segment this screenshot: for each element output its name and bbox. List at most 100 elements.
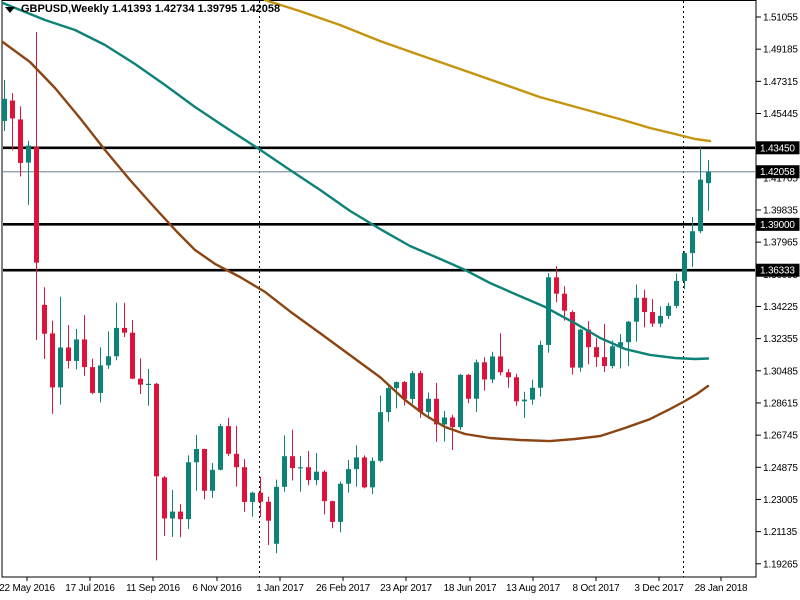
candle-bull[interactable] <box>394 381 399 409</box>
candle-bull[interactable] <box>2 79 7 131</box>
candle-bear[interactable] <box>586 321 591 365</box>
candle-bull[interactable] <box>538 340 543 397</box>
candle-body <box>490 356 495 380</box>
candle-bear[interactable] <box>642 289 647 328</box>
candle-bull[interactable] <box>410 371 415 404</box>
candle-bull[interactable] <box>530 379 535 405</box>
candle-bull[interactable] <box>378 395 383 463</box>
candle-bear[interactable] <box>50 320 55 414</box>
candle-bull[interactable] <box>426 392 431 419</box>
candle-bear[interactable] <box>330 500 335 529</box>
candle-bull[interactable] <box>354 445 359 487</box>
candle-bear[interactable] <box>506 368 511 388</box>
candle-bear[interactable] <box>82 315 87 376</box>
candle-bear[interactable] <box>482 357 487 391</box>
candle-bull[interactable] <box>114 302 119 361</box>
candle-bear[interactable] <box>562 286 567 321</box>
candle-bull[interactable] <box>98 347 103 403</box>
candle-bear[interactable] <box>362 455 367 489</box>
candle-bear[interactable] <box>154 382 159 561</box>
candle-bear[interactable] <box>466 373 471 404</box>
candle-bull[interactable] <box>250 491 255 517</box>
candle-bull[interactable] <box>170 489 175 538</box>
candle-bear[interactable] <box>162 476 167 537</box>
candle-bear[interactable] <box>402 381 407 406</box>
candle-bull[interactable] <box>210 462 215 498</box>
candle-bear[interactable] <box>554 266 559 303</box>
candle-body <box>226 426 231 454</box>
candle-bull[interactable] <box>58 296 63 405</box>
candle-bear[interactable] <box>594 337 599 368</box>
candle-bear[interactable] <box>434 382 439 442</box>
price-tick-label: 1.51055 <box>763 13 798 24</box>
candle-bear[interactable] <box>290 429 295 481</box>
candle-bear[interactable] <box>650 299 655 328</box>
symbol-dropdown-icon[interactable] <box>5 6 15 13</box>
candle-bull[interactable] <box>682 251 687 290</box>
candle-bull[interactable] <box>618 334 623 369</box>
candle-bear[interactable] <box>498 333 503 376</box>
candle-bear[interactable] <box>10 93 15 151</box>
candle-bull[interactable] <box>474 359 479 412</box>
price-tick-label: 1.39835 <box>763 205 798 216</box>
candle-bull[interactable] <box>186 455 191 530</box>
candle-bear[interactable] <box>226 417 231 456</box>
candle-bull[interactable] <box>578 328 583 372</box>
candle-bull[interactable] <box>282 435 287 492</box>
candle-bull[interactable] <box>194 435 199 491</box>
candle-bull[interactable] <box>626 321 631 367</box>
candle-bull[interactable] <box>546 273 551 353</box>
time-axis[interactable]: 22 May 2016 17 Jul 2016 11 Sep 2016 6 Nov 2… <box>0 577 748 594</box>
candle-bull[interactable] <box>346 459 351 493</box>
candle-bear[interactable] <box>306 451 311 486</box>
candle-bull[interactable] <box>458 373 463 430</box>
candle-bull[interactable] <box>666 302 671 319</box>
candle-bull[interactable] <box>386 386 391 422</box>
candle-bull[interactable] <box>522 391 527 419</box>
candle-body <box>338 483 343 522</box>
candle-bull[interactable] <box>658 306 663 328</box>
candle-bull[interactable] <box>690 216 695 267</box>
candle-bull[interactable] <box>146 368 151 406</box>
candle-bull[interactable] <box>698 147 703 234</box>
candle-bear[interactable] <box>602 323 607 372</box>
candle-bear[interactable] <box>266 496 271 545</box>
badge-bg <box>756 217 800 231</box>
candle-bull[interactable] <box>674 273 679 309</box>
plot-area[interactable] <box>0 0 755 577</box>
candle-bull[interactable] <box>26 140 31 205</box>
candle-bear[interactable] <box>90 358 95 395</box>
candle-body <box>466 374 471 399</box>
candle-bull[interactable] <box>274 479 279 554</box>
candle-bear[interactable] <box>66 325 71 369</box>
candle-bear[interactable] <box>322 470 327 515</box>
candle-bull[interactable] <box>370 457 375 495</box>
candle-bear[interactable] <box>258 476 263 517</box>
candle-bear[interactable] <box>18 106 23 177</box>
candle-bear[interactable] <box>202 448 207 500</box>
candle-bull[interactable] <box>218 423 223 471</box>
candle-bull[interactable] <box>74 328 79 370</box>
candle-bull[interactable] <box>314 453 319 486</box>
candle-bull[interactable] <box>338 481 343 533</box>
candle-bear[interactable] <box>418 370 423 418</box>
candle-bear[interactable] <box>242 459 247 512</box>
candle-bear[interactable] <box>178 504 183 538</box>
candle-bear[interactable] <box>42 287 47 359</box>
candle-bull[interactable] <box>706 160 711 211</box>
candle-bear[interactable] <box>34 32 39 340</box>
candle-bear[interactable] <box>130 319 135 380</box>
candle-bull[interactable] <box>298 455 303 492</box>
candle-bear[interactable] <box>450 414 455 451</box>
price-axis[interactable]: 1.51055 1.49185 1.47315 1.45445 1.41705 1.398… <box>756 13 800 571</box>
candle-bear[interactable] <box>514 373 519 406</box>
candle-bear[interactable] <box>138 358 143 394</box>
candle-bull[interactable] <box>610 340 615 369</box>
candle-bear[interactable] <box>234 425 239 487</box>
candle-bull[interactable] <box>490 351 495 384</box>
candle-bull[interactable] <box>634 284 639 342</box>
candle-bull[interactable] <box>106 331 111 369</box>
candle-bear[interactable] <box>122 302 127 338</box>
candle-body <box>418 373 423 412</box>
